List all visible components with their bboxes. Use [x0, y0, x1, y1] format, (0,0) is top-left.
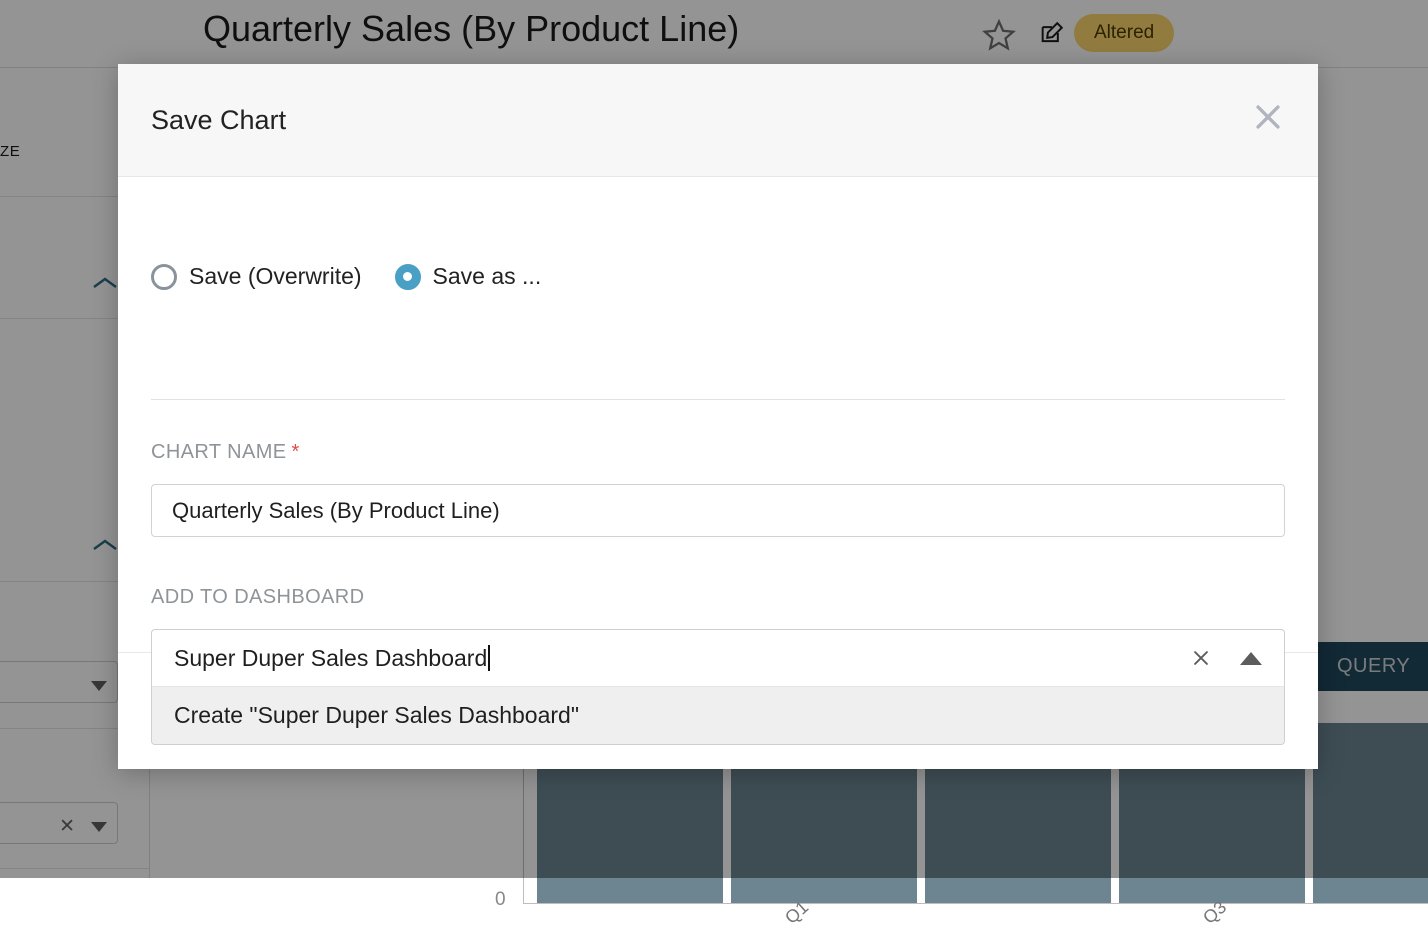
radio-save-as[interactable]: Save as ...	[395, 263, 542, 290]
dashboard-select-control[interactable]: Super Duper Sales Dashboard	[151, 629, 1285, 686]
modal-body: Save (Overwrite) Save as ... CHART NAME*…	[118, 177, 1318, 652]
text-cursor	[488, 645, 490, 671]
clear-selection-icon[interactable]	[1190, 647, 1212, 674]
radio-save-overwrite-label: Save (Overwrite)	[189, 263, 362, 290]
dashboard-value-text: Super Duper Sales Dashboard	[174, 645, 487, 671]
radio-save-as-label: Save as ...	[433, 263, 542, 290]
dashboard-options-menu: Create "Super Duper Sales Dashboard"	[151, 686, 1285, 745]
save-chart-modal: Save Chart Save (Overwrite) Save as ... …	[118, 64, 1318, 769]
close-x-icon[interactable]	[1244, 93, 1292, 141]
required-marker: *	[292, 441, 300, 463]
divider	[151, 399, 1285, 400]
chart-name-label-text: CHART NAME	[151, 441, 287, 463]
dashboard-option-create[interactable]: Create "Super Duper Sales Dashboard"	[152, 687, 1284, 744]
chart-name-input[interactable]	[151, 484, 1285, 537]
caret-up-icon[interactable]	[1240, 652, 1262, 670]
add-to-dashboard-label: ADD TO DASHBOARD	[151, 586, 364, 609]
dashboard-selected-value: Super Duper Sales Dashboard	[152, 645, 490, 672]
x-axis	[523, 903, 1428, 904]
save-mode-radio-group: Save (Overwrite) Save as ...	[151, 263, 541, 290]
modal-header: Save Chart	[118, 64, 1318, 177]
chart-name-label: CHART NAME*	[151, 441, 300, 464]
radio-save-overwrite[interactable]: Save (Overwrite)	[151, 263, 362, 290]
dashboard-combobox: Super Duper Sales Dashboard Create "Supe…	[151, 629, 1285, 745]
radio-circle-icon	[151, 264, 177, 290]
modal-title: Save Chart	[151, 105, 286, 136]
radio-circle-selected-icon	[395, 264, 421, 290]
y-tick-label: 0	[495, 889, 506, 911]
